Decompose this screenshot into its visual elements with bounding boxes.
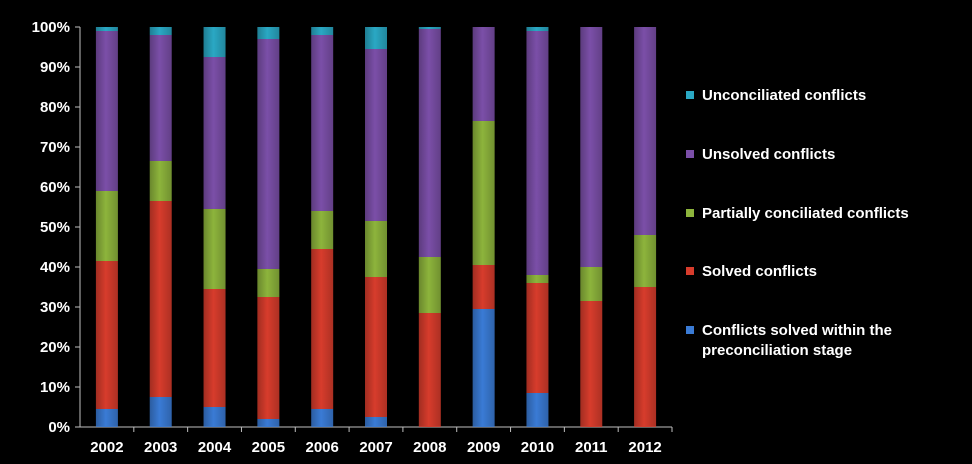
bar-segment <box>203 289 226 407</box>
legend-label: Partially conciliated conflicts <box>702 205 909 222</box>
bar-segment <box>257 419 280 427</box>
legend-swatch <box>686 326 694 334</box>
y-tick-label: 40% <box>40 259 70 276</box>
legend-item: Solved conflicts <box>686 262 962 282</box>
y-tick-label: 60% <box>40 179 70 196</box>
x-tick-label: 2012 <box>628 439 661 456</box>
bar-segment <box>526 275 549 283</box>
legend-swatch <box>686 267 694 275</box>
y-tick-label: 100% <box>32 19 70 36</box>
bar-segment <box>365 49 387 221</box>
legend-label: Solved conflicts <box>702 263 818 280</box>
bar-segment <box>418 27 441 29</box>
bar-segment <box>95 261 118 409</box>
y-tick-label: 50% <box>40 219 70 236</box>
bar-segment <box>149 397 172 427</box>
y-tick-label: 0% <box>48 419 70 436</box>
bar-segment <box>526 283 549 393</box>
x-tick-label: 2007 <box>359 439 392 456</box>
y-tick-label: 20% <box>40 339 70 356</box>
bar-segment <box>257 269 280 297</box>
x-tick-label: 2011 <box>575 439 608 456</box>
bar-segment <box>311 211 334 249</box>
legend-item: Conflicts solved within the preconciliat… <box>686 321 962 361</box>
bar-segment <box>365 27 387 49</box>
x-tick-label: 2008 <box>413 439 446 456</box>
bar-segment <box>257 39 280 269</box>
bar-segment <box>526 27 549 31</box>
bar-segment <box>95 409 118 427</box>
x-tick-label: 2009 <box>467 439 500 456</box>
x-tick-label: 2004 <box>198 439 232 456</box>
y-tick-label: 80% <box>40 99 70 116</box>
bar-segment <box>95 191 118 261</box>
legend-label: Unconciliated conflicts <box>702 87 867 104</box>
bar-segment <box>257 297 280 419</box>
bar-segment <box>472 27 495 121</box>
bar-segment <box>472 121 495 265</box>
bar-segment <box>203 209 226 289</box>
bar-segment <box>311 409 334 427</box>
x-tick-label: 2010 <box>521 439 554 456</box>
bar-segment <box>634 27 657 235</box>
legend-item: Unsolved conflicts <box>686 145 962 165</box>
y-tick-label: 90% <box>40 59 70 76</box>
x-tick-label: 2003 <box>144 439 177 456</box>
bar-segment <box>257 27 280 39</box>
bar-segment <box>149 35 172 161</box>
bar-segment <box>203 407 226 427</box>
bar-segment <box>203 57 226 209</box>
bar-segment <box>418 29 441 257</box>
x-tick-label: 2002 <box>90 439 123 456</box>
bar-segment <box>526 31 549 275</box>
bar-segment <box>418 313 441 427</box>
x-tick-label: 2005 <box>252 439 285 456</box>
chart-legend: Unconciliated conflicts Unsolved conflic… <box>686 0 972 464</box>
legend-label: Conflicts solved within the preconciliat… <box>702 322 893 359</box>
bar-segment <box>203 27 226 57</box>
legend-item: Partially conciliated conflicts <box>686 204 962 224</box>
legend-label: Unsolved conflicts <box>702 146 836 163</box>
y-tick-label: 30% <box>40 299 70 316</box>
bar-segment <box>472 309 495 427</box>
x-tick-label: 2006 <box>305 439 338 456</box>
bar-segment <box>580 301 603 427</box>
bar-segment <box>634 287 657 427</box>
bar-segment <box>418 257 441 313</box>
bar-segment <box>311 35 334 211</box>
y-tick-label: 70% <box>40 139 70 156</box>
legend-swatch <box>686 150 694 158</box>
legend-swatch <box>686 209 694 217</box>
y-tick-label: 10% <box>40 379 70 396</box>
stacked-bar-chart: 0% 10% 20% 30% 40% 50% 60% 70% 80% 90% 100% 2002 200… <box>32 19 673 456</box>
bar-segment <box>365 417 387 427</box>
bar-segment <box>149 161 172 201</box>
bar-segment <box>95 27 118 31</box>
bar-segment <box>149 27 172 35</box>
bar-segment <box>472 265 495 309</box>
bar-segment <box>149 201 172 397</box>
legend-item: Unconciliated conflicts <box>686 86 962 106</box>
bar-segment <box>365 221 387 277</box>
bar-segment <box>580 27 603 267</box>
bar-segment <box>311 27 334 35</box>
bar-segment <box>526 393 549 427</box>
bar-segment <box>634 235 657 287</box>
bar-segment <box>95 31 118 191</box>
bar-segment <box>580 267 603 301</box>
bar-segment <box>365 277 387 417</box>
bar-segment <box>311 249 334 409</box>
legend-swatch <box>686 91 694 99</box>
